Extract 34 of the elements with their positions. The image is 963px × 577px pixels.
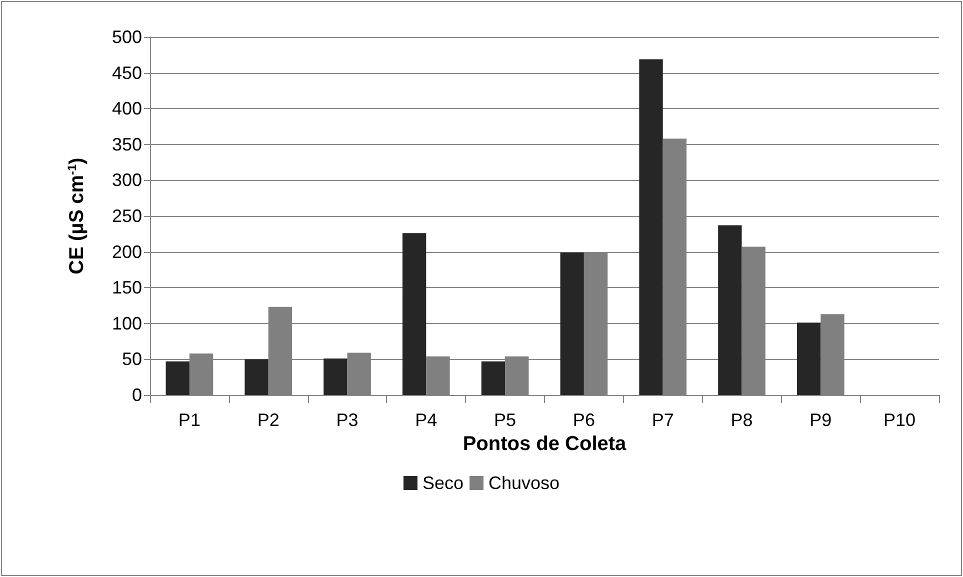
legend-label: Seco bbox=[422, 473, 464, 493]
x-tick-label: P2 bbox=[257, 410, 280, 430]
bar bbox=[324, 358, 348, 395]
x-tick-label: P3 bbox=[336, 410, 358, 430]
y-tick-label: 50 bbox=[122, 349, 142, 370]
bar bbox=[244, 359, 268, 395]
y-tick-label: 100 bbox=[112, 313, 142, 334]
x-tick-label: P7 bbox=[652, 410, 674, 430]
y-tick-label: 200 bbox=[112, 242, 142, 262]
x-axis-title: Pontos de Coleta bbox=[462, 432, 628, 455]
x-tick-label: P5 bbox=[494, 410, 516, 430]
legend-label: Chuvoso bbox=[488, 473, 560, 493]
x-tick-label: P1 bbox=[178, 410, 200, 430]
x-tick-label: P8 bbox=[730, 410, 753, 430]
x-tick-label: P6 bbox=[572, 410, 595, 430]
y-tick-label: 250 bbox=[112, 206, 142, 226]
x-tick-label: P10 bbox=[884, 410, 916, 430]
y-tick-label: 450 bbox=[112, 62, 142, 83]
x-tick-label: P9 bbox=[810, 410, 832, 430]
bar bbox=[718, 225, 742, 395]
bar bbox=[481, 361, 506, 395]
y-tick-label: 400 bbox=[112, 98, 142, 119]
y-axis-title: CE (µS cm-1) bbox=[65, 158, 88, 274]
bar bbox=[402, 233, 426, 395]
bar bbox=[560, 252, 584, 395]
bar bbox=[796, 322, 821, 395]
x-tick-label: P4 bbox=[415, 410, 438, 430]
bar bbox=[639, 59, 663, 395]
y-tick-label: 350 bbox=[112, 134, 142, 154]
bar bbox=[166, 361, 190, 395]
y-tick-label: 300 bbox=[112, 170, 142, 190]
y-tick-label: 150 bbox=[112, 278, 142, 298]
y-tick-label: 500 bbox=[112, 27, 142, 47]
y-tick-label: 0 bbox=[132, 385, 142, 405]
